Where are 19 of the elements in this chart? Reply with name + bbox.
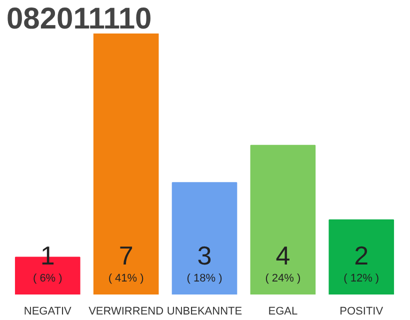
- x-tick-label: UNBEKANNTE: [166, 306, 242, 318]
- annotation: ( 6% ): [32, 272, 62, 284]
- x-tick-label: POSITIV: [340, 306, 384, 318]
- data-label: 2: [354, 240, 369, 270]
- x-tick-label: EGAL: [268, 306, 298, 318]
- annotation: ( 12% ): [344, 272, 380, 284]
- annotation: ( 18% ): [186, 272, 222, 284]
- bar: [93, 34, 159, 294]
- x-tick-label: NEGATIV: [24, 306, 72, 318]
- annotation: ( 41% ): [108, 272, 144, 284]
- x-tick-label: VERWIRREND: [88, 306, 164, 318]
- bar: [250, 144, 316, 294]
- data-label: 4: [276, 240, 290, 270]
- annotation: ( 24% ): [265, 272, 301, 284]
- data-label: 3: [197, 240, 212, 270]
- bar: [172, 182, 238, 294]
- data-label: 7: [118, 240, 134, 270]
- bar: [328, 219, 394, 294]
- chart-title: 082011110: [6, 2, 152, 36]
